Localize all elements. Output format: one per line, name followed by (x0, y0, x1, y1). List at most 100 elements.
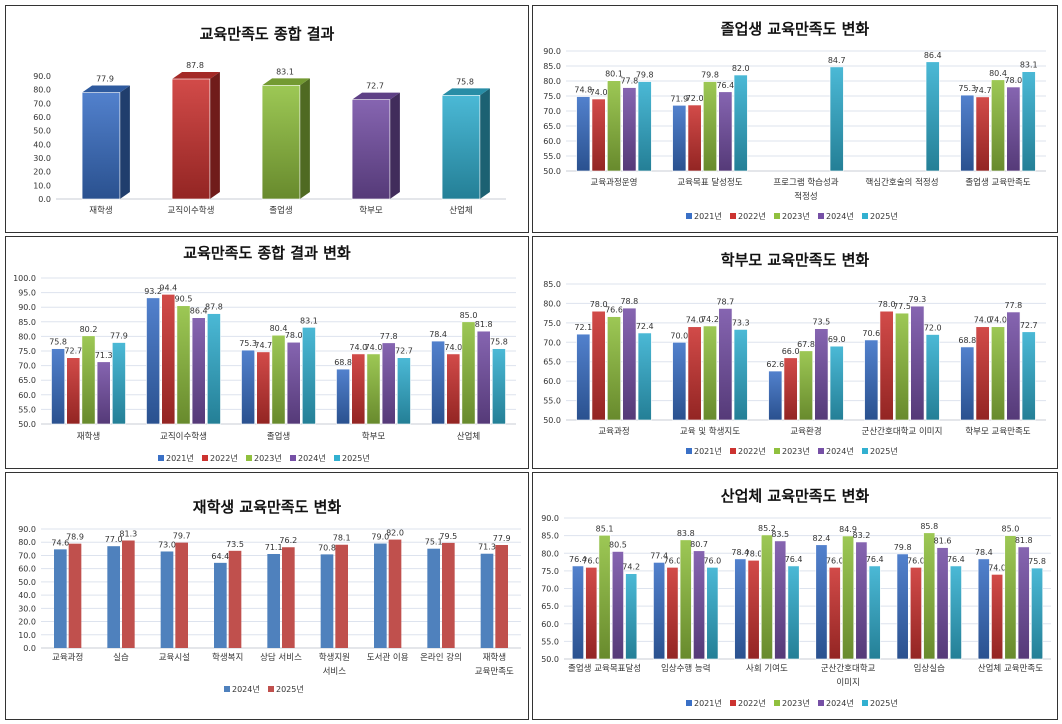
legend-swatch (818, 213, 824, 219)
x-tick-label: 실습 (113, 652, 129, 663)
x-tick-label: 군산간호대학교 이미지 (862, 426, 943, 437)
data-label: 81.8 (475, 320, 493, 329)
x-tick-label: 교육과정운영 (591, 177, 638, 188)
bar (381, 342, 396, 425)
legend-label: 2025년 (870, 211, 898, 221)
chart-svg: 50.0 55.0 60.0 65.0 70.0 75.0 80.0 85.0 72.1 78.0… (543, 280, 1046, 456)
data-label: 80.7 (690, 540, 708, 549)
data-label: 79.8 (636, 71, 654, 80)
data-label: 72.7 (1020, 321, 1038, 330)
y-tick-label: 20.0 (18, 618, 36, 627)
data-label: 76.2 (279, 536, 297, 545)
bar (576, 333, 591, 421)
x-tick-label: 이미지 (836, 677, 859, 688)
bar (679, 539, 692, 660)
legend-swatch (290, 455, 296, 461)
data-label: 77.8 (620, 77, 638, 86)
data-label: 81.6 (934, 537, 952, 546)
data-label: 72.4 (636, 322, 654, 331)
chart-title: 산업체 교육만족도 변화 (720, 487, 870, 505)
bar-side (479, 88, 490, 199)
legend-swatch (730, 213, 736, 219)
data-label: 78.0 (878, 300, 896, 309)
bar (703, 325, 717, 421)
y-tick-label: 65.0 (541, 602, 559, 611)
y-tick-label: 65.0 (543, 122, 561, 131)
bar (1021, 331, 1036, 421)
bar (171, 78, 211, 200)
y-tick-label: 95.0 (18, 289, 36, 298)
bar (975, 96, 990, 172)
y-tick-label: 75.0 (543, 319, 561, 328)
chart-panel-overall-trend: 50.0 55.0 60.0 65.0 70.0 75.0 80.0 85.0 90.0 95.0… (5, 236, 529, 469)
data-label: 86.4 (924, 51, 942, 60)
x-tick-label: 교육시설 (159, 652, 190, 663)
bar (718, 91, 733, 172)
data-label: 84.7 (828, 56, 846, 65)
data-label: 75.3 (239, 339, 257, 348)
chart-title: 교육만족도 종합 결과 (199, 25, 335, 43)
y-tick-label: 30.0 (33, 154, 51, 163)
x-tick-label: 학부모 (359, 205, 383, 216)
data-label: 73.5 (226, 540, 244, 549)
bar (687, 104, 702, 172)
bar (146, 297, 160, 425)
chart-panel-student: 0.0 10.0 20.0 30.0 40.0 50.0 60.0 70.0 80.0 90.0 7… (5, 472, 529, 720)
bar (214, 562, 227, 648)
bar (879, 310, 894, 421)
data-label: 78.4 (975, 548, 993, 557)
x-tick-label: 임상수행 능력 (661, 663, 711, 674)
bar (351, 353, 366, 425)
data-label: 78.4 (731, 548, 749, 557)
x-tick-label: 교육과정 (52, 652, 83, 663)
data-label: 75.8 (49, 338, 67, 347)
y-tick-label: 50.0 (543, 416, 561, 425)
y-tick-label: 90.0 (543, 47, 561, 56)
y-tick-label: 55.0 (18, 405, 36, 414)
data-label: 76.0 (664, 556, 682, 565)
legend-label: 2025년 (276, 684, 304, 694)
legend-swatch (224, 686, 230, 692)
y-tick-label: 55.0 (543, 397, 561, 406)
bar (977, 558, 990, 660)
legend-label: 2021년 (166, 453, 194, 463)
bar (706, 567, 719, 660)
bar (991, 574, 1004, 660)
data-label: 71.9 (670, 94, 688, 103)
data-label: 77.8 (1004, 301, 1022, 310)
y-tick-label: 70.0 (18, 362, 36, 371)
bar (910, 305, 925, 421)
data-label: 82.0 (732, 64, 750, 73)
y-tick-label: 10.0 (18, 631, 36, 640)
data-label: 74.0 (365, 343, 383, 352)
legend-label: 2023년 (254, 453, 282, 463)
data-label: 74.7 (974, 86, 992, 95)
bar (176, 305, 191, 425)
data-label: 79.3 (908, 295, 926, 304)
y-tick-label: 0.0 (38, 195, 51, 204)
data-label: 71.3 (478, 543, 496, 552)
legend-label: 2022년 (738, 698, 766, 708)
chart-panel-parent: 50.0 55.0 60.0 65.0 70.0 75.0 80.0 85.0 72.1 78.0… (532, 236, 1058, 469)
bar (768, 370, 783, 421)
legend-label: 2023년 (782, 446, 810, 456)
data-label: 90.5 (175, 295, 193, 304)
y-tick-label: 50.0 (541, 655, 559, 664)
legend-swatch (246, 455, 252, 461)
bar (734, 558, 747, 660)
data-label: 76.0 (907, 556, 925, 565)
y-tick-label: 75.0 (541, 567, 559, 576)
data-label: 83.8 (677, 529, 695, 538)
bar (51, 348, 65, 425)
legend-swatch (730, 448, 736, 454)
bar (949, 565, 962, 660)
chart-svg: 50.0 55.0 60.0 65.0 70.0 75.0 80.0 85.0 90.0 95.0… (13, 274, 516, 463)
bar (336, 368, 350, 425)
bar (374, 543, 387, 648)
y-tick-label: 90.0 (33, 72, 51, 81)
bar (855, 541, 868, 660)
bar (703, 81, 717, 172)
data-label: 77.8 (380, 332, 398, 341)
y-tick-label: 60.0 (543, 377, 561, 386)
bar (301, 327, 316, 425)
